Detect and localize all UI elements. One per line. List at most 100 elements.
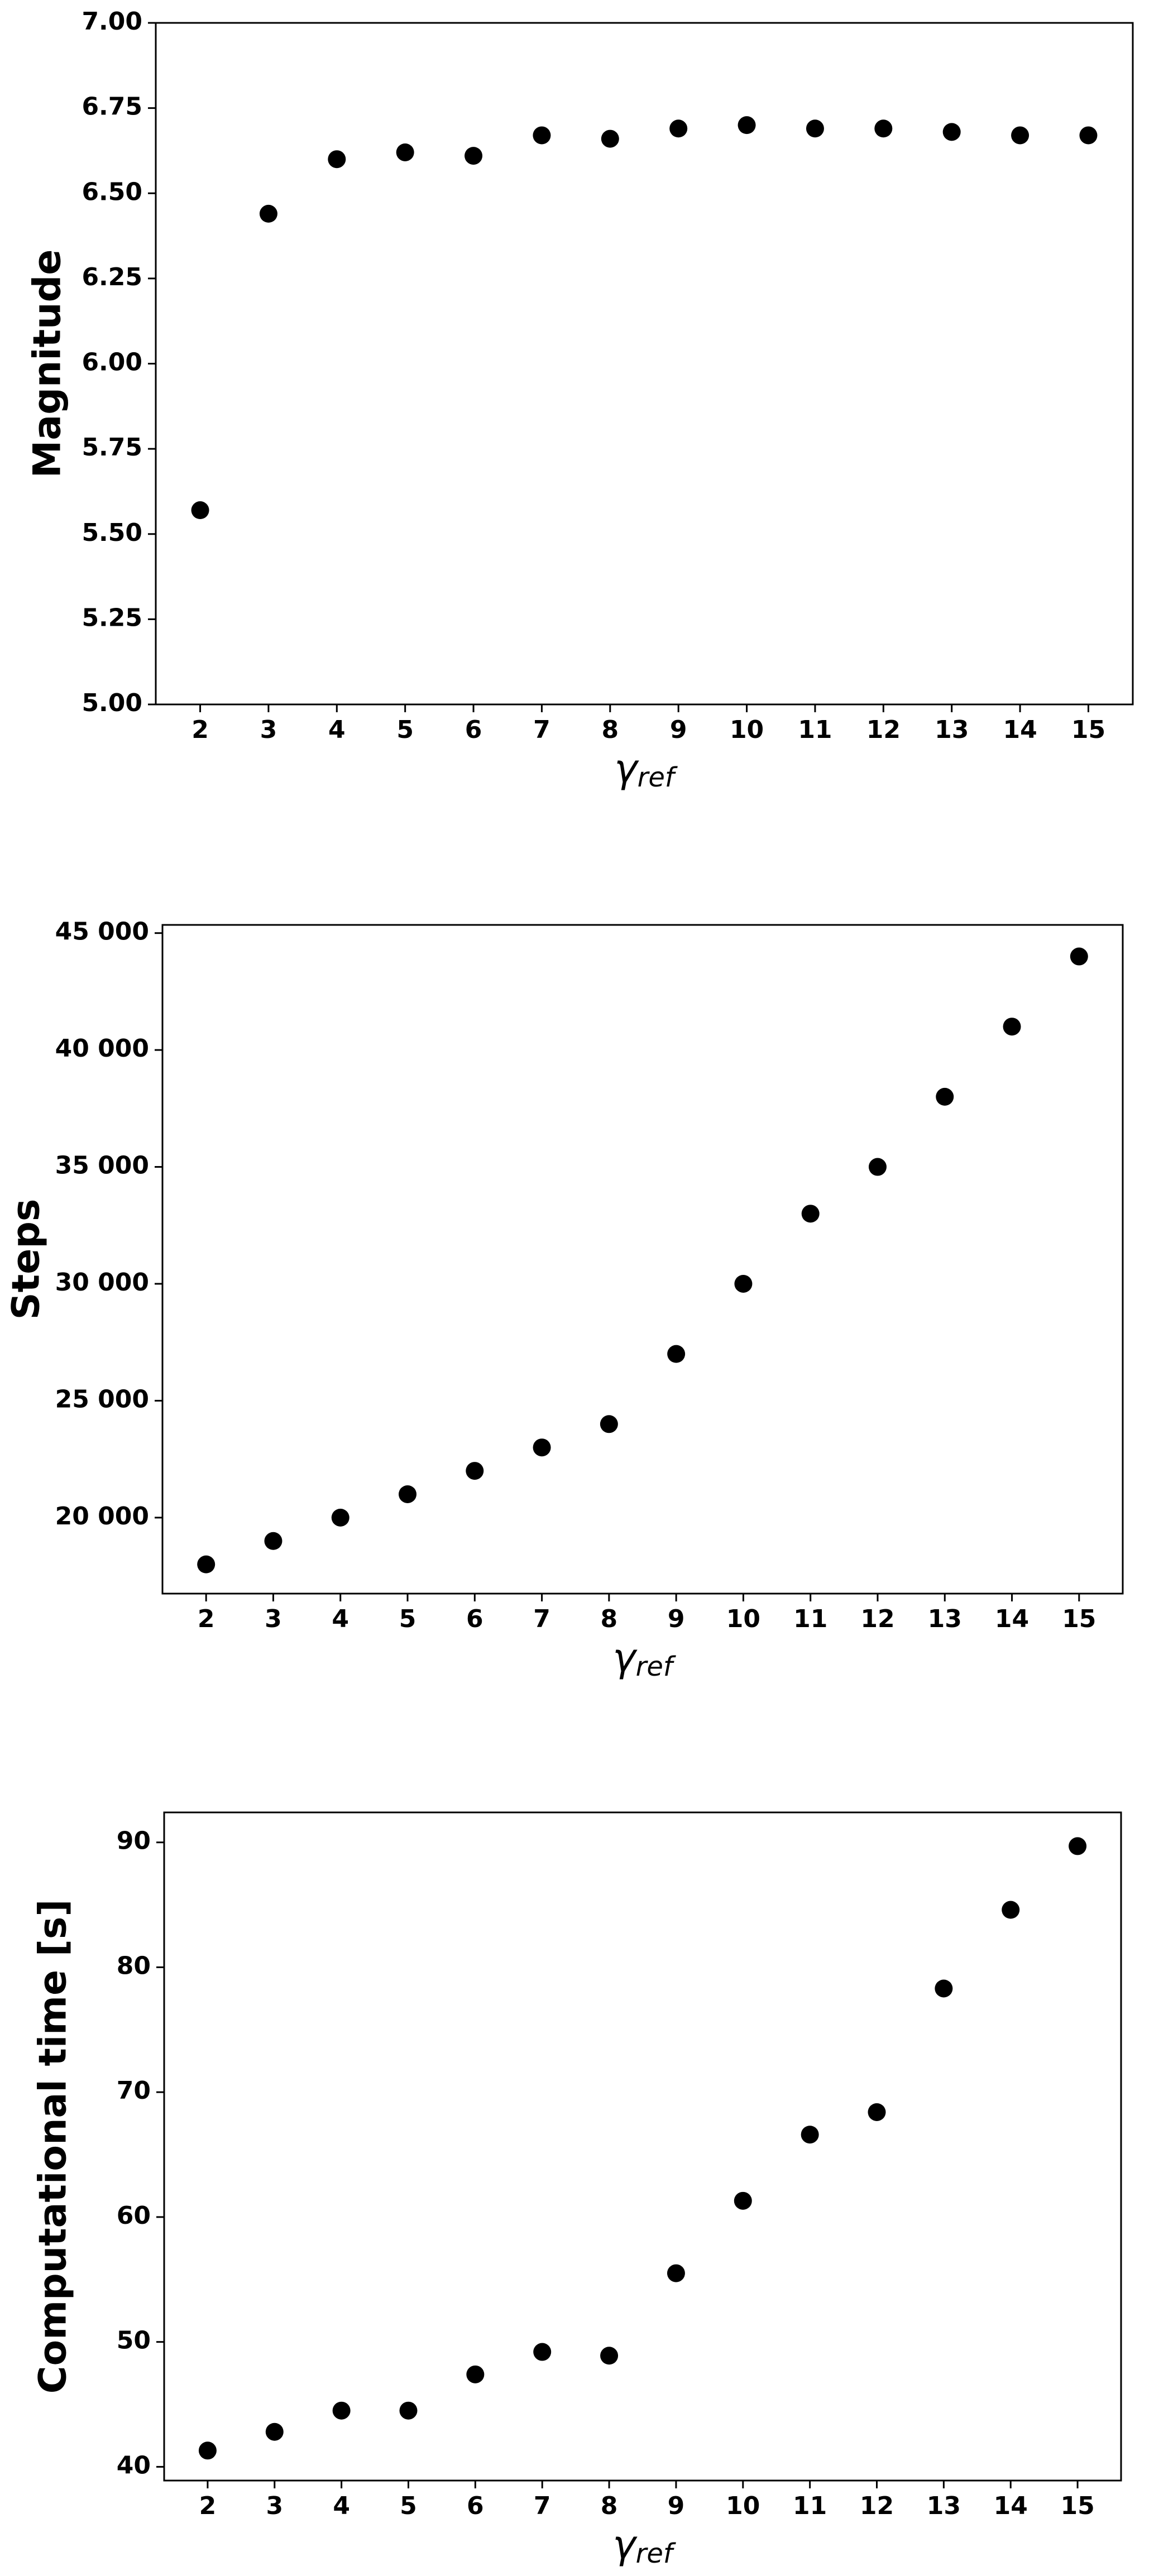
y-tick-label: 30 000 [55, 1268, 149, 1297]
x-tick-label: 15 [1062, 1605, 1096, 1633]
data-point [734, 2191, 752, 2210]
data-point [399, 1485, 417, 1503]
x-tick-label: 4 [328, 716, 346, 744]
x-tick-label: 4 [332, 1605, 349, 1633]
x-tick-label: 2 [191, 716, 209, 744]
data-point [801, 1205, 820, 1223]
x-tick-label: 11 [793, 1605, 827, 1633]
data-point [533, 1438, 551, 1457]
x-tick-label: 11 [793, 2492, 827, 2520]
x-axis-label: γref [612, 1635, 676, 1682]
x-tick-label: 6 [467, 2492, 484, 2520]
data-point [1003, 1018, 1021, 1036]
data-point [465, 147, 483, 165]
x-axis-label: γref [612, 2522, 676, 2569]
y-tick-label: 6.50 [82, 178, 142, 206]
plot-frame [161, 924, 1124, 1595]
x-tick-label: 4 [333, 2492, 350, 2520]
y-tick-label: 40 000 [55, 1034, 149, 1063]
x-tick-label: 11 [798, 716, 832, 744]
y-tick-label: 90 [117, 1827, 151, 1855]
x-axis-label-subscript: ref [638, 762, 678, 793]
x-tick-label: 12 [866, 716, 901, 744]
data-point [935, 1979, 953, 1998]
data-point [1079, 126, 1098, 145]
chart-panel: 40 50 60 70 80 90 2 3 4 5 6 7 8 9 10 11 12 13 14 15 Computat… [31, 1811, 1122, 2569]
y-tick-label: 7.00 [82, 7, 142, 36]
data-point [533, 2343, 552, 2361]
data-point [874, 119, 893, 138]
x-axis-label-subscript: ref [636, 2538, 676, 2569]
y-tick-label: 6.00 [82, 348, 142, 377]
x-tick-label: 9 [668, 1605, 685, 1633]
x-tick-label: 5 [396, 716, 414, 744]
y-tick-label: 70 [117, 2076, 151, 2105]
y-axis-label: Magnitude [26, 250, 70, 478]
data-point [466, 1462, 484, 1480]
x-tick-label: 10 [726, 2492, 760, 2520]
y-tick-label: 40 [117, 2451, 151, 2479]
x-tick-label: 2 [198, 1605, 215, 1633]
data-point [466, 2365, 485, 2383]
data-point [942, 123, 961, 141]
x-tick-label: 6 [466, 1605, 483, 1633]
x-tick-label: 12 [860, 1605, 894, 1633]
y-tick-label: 35 000 [55, 1152, 149, 1180]
y-tick-label: 5.25 [82, 603, 142, 632]
data-point [533, 126, 551, 145]
x-axis-label-symbol: γ [612, 2522, 638, 2568]
data-point [198, 2441, 217, 2460]
x-tick-label: 13 [935, 716, 969, 744]
y-tick-label: 50 [117, 2326, 151, 2355]
x-tick-label: 7 [533, 716, 550, 744]
x-tick-label: 14 [1003, 716, 1037, 744]
x-tick-label: 5 [399, 1605, 416, 1633]
y-tick-label: 20 000 [55, 1502, 149, 1531]
chart-panel: 20 000 25 000 30 000 35 000 40 000 45 000 2 3 4 5… [4, 918, 1124, 1682]
y-axis-label: Steps [4, 1199, 49, 1320]
data-point [259, 204, 277, 223]
data-point [669, 119, 688, 138]
x-tick-label: 9 [668, 2492, 685, 2520]
y-tick-label: 60 [117, 2201, 151, 2230]
y-tick-label: 5.00 [82, 689, 142, 717]
x-axis-label: γref [614, 746, 678, 793]
data-point [868, 1158, 887, 1176]
y-tick-label: 5.50 [82, 519, 142, 547]
x-tick-label: 3 [266, 2492, 283, 2520]
plot-frame [155, 22, 1134, 706]
data-point [936, 1087, 954, 1106]
data-point [1069, 1837, 1087, 1855]
data-point [396, 143, 414, 161]
x-axis-label-symbol: γ [612, 1635, 638, 1681]
x-tick-label: 8 [601, 716, 619, 744]
data-point [667, 2264, 685, 2282]
chart-panel: 5.00 5.25 5.50 5.75 6.00 6.25 6.50 6.75 7.00 2 3 4 5… [26, 7, 1134, 793]
data-point [197, 1555, 216, 1574]
x-tick-label: 8 [601, 1605, 618, 1633]
data-point [1011, 126, 1029, 145]
x-tick-label: 12 [860, 2492, 894, 2520]
x-tick-label: 10 [730, 716, 764, 744]
x-tick-label: 7 [533, 1605, 550, 1633]
x-tick-label: 15 [1060, 2492, 1094, 2520]
x-tick-label: 6 [465, 716, 482, 744]
data-point [801, 2126, 819, 2144]
data-point [328, 150, 346, 169]
x-tick-label: 9 [670, 716, 687, 744]
data-point [667, 1345, 686, 1363]
x-tick-label: 5 [400, 2492, 417, 2520]
y-tick-label: 6.25 [82, 263, 142, 291]
data-point [191, 501, 209, 520]
data-point [332, 2401, 351, 2420]
x-tick-label: 14 [994, 2492, 1028, 2520]
data-point [734, 1274, 753, 1293]
data-point [868, 2103, 886, 2121]
data-point [1002, 1901, 1020, 1919]
data-point [601, 129, 619, 148]
x-tick-label: 13 [928, 1605, 962, 1633]
plot-frame [163, 1811, 1122, 2482]
data-point [806, 119, 824, 138]
x-tick-label: 3 [260, 716, 277, 744]
